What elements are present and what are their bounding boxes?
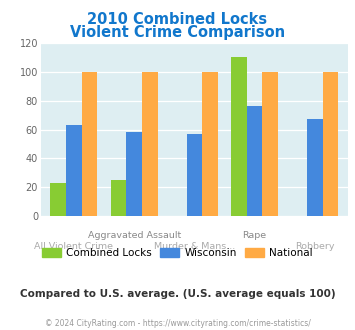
Bar (323, 72, 338, 216)
Text: 2010 Combined Locks: 2010 Combined Locks (87, 12, 268, 26)
Text: © 2024 CityRating.com - https://www.cityrating.com/crime-statistics/: © 2024 CityRating.com - https://www.city… (45, 319, 310, 328)
Bar (186, 134, 202, 216)
Text: Compared to U.S. average. (U.S. average equals 100): Compared to U.S. average. (U.S. average … (20, 289, 335, 299)
Bar (126, 132, 142, 216)
Bar (82, 72, 97, 216)
Text: Aggravated Assault: Aggravated Assault (88, 231, 181, 240)
Bar (202, 72, 218, 216)
Bar (247, 106, 262, 216)
Bar (307, 119, 323, 216)
Bar (262, 72, 278, 216)
Legend: Combined Locks, Wisconsin, National: Combined Locks, Wisconsin, National (38, 244, 317, 262)
Text: Murder & Mans...: Murder & Mans... (154, 242, 235, 251)
Bar (111, 180, 126, 216)
Text: Rape: Rape (242, 231, 267, 240)
Text: Violent Crime Comparison: Violent Crime Comparison (70, 25, 285, 40)
Text: All Violent Crime: All Violent Crime (34, 242, 114, 251)
Text: Robbery: Robbery (295, 242, 334, 251)
Bar (50, 183, 66, 216)
Bar (66, 125, 82, 216)
Bar (231, 57, 247, 216)
Bar (142, 72, 158, 216)
